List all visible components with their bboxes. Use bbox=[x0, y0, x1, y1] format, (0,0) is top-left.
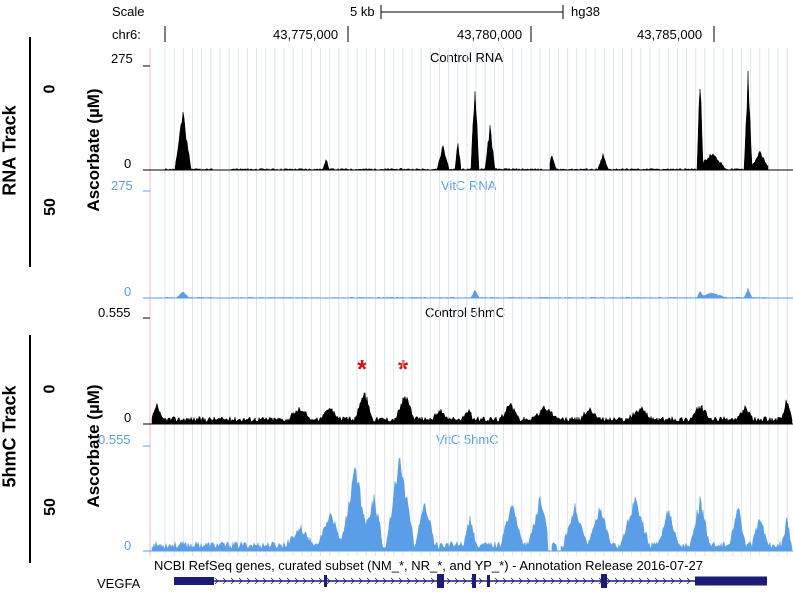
strand-chevron bbox=[214, 577, 219, 585]
strand-chevron bbox=[230, 577, 235, 585]
strand-chevron bbox=[526, 577, 531, 585]
gene-exon bbox=[487, 575, 490, 587]
strand-chevron bbox=[358, 577, 363, 585]
strand-chevron bbox=[318, 577, 323, 585]
strand-chevron bbox=[222, 577, 227, 585]
strand-chevron bbox=[662, 577, 667, 585]
ymin-control-rna: 0 bbox=[124, 156, 132, 171]
strand-chevron bbox=[294, 577, 299, 585]
strand-chevron bbox=[302, 577, 307, 585]
position-label-1: 43,775,000 bbox=[273, 27, 339, 42]
strand-chevron bbox=[478, 577, 483, 585]
gene-exon bbox=[324, 575, 327, 587]
strand-chevron bbox=[406, 577, 411, 585]
gene-name-label: VEGFA bbox=[97, 576, 141, 591]
strand-chevron bbox=[566, 577, 571, 585]
strand-chevron bbox=[286, 577, 291, 585]
gridlines bbox=[149, 48, 788, 556]
gene-exon bbox=[174, 577, 214, 585]
scale-value: 5 kb bbox=[350, 4, 375, 19]
strand-chevron bbox=[270, 577, 275, 585]
assembly-label: hg38 bbox=[571, 4, 600, 19]
strand-chevron bbox=[254, 577, 259, 585]
strand-chevron bbox=[334, 577, 339, 585]
ymin-vitc-5hmc: 0 bbox=[124, 538, 132, 553]
gene-exon bbox=[437, 574, 444, 588]
strand-chevron bbox=[614, 577, 619, 585]
strand-chevron bbox=[430, 577, 435, 585]
strand-chevron bbox=[238, 577, 243, 585]
ymax-vitc-5hmc: 0.555 bbox=[98, 432, 131, 447]
strand-chevron bbox=[422, 577, 427, 585]
strand-chevron bbox=[390, 577, 395, 585]
strand-chevron bbox=[622, 577, 627, 585]
strand-chevron bbox=[502, 577, 507, 585]
strand-chevron bbox=[630, 577, 635, 585]
peak-marker-1: * bbox=[357, 354, 368, 384]
strand-chevron bbox=[582, 577, 587, 585]
chrom-label: chr6: bbox=[112, 27, 141, 42]
strand-chevron bbox=[414, 577, 419, 585]
gene-track-title: NCBI RefSeq genes, curated subset (NM_*,… bbox=[154, 558, 703, 573]
strand-chevron bbox=[446, 577, 451, 585]
strand-chevron bbox=[670, 577, 675, 585]
control-5hmc-signal bbox=[151, 391, 793, 425]
gene-exon bbox=[695, 576, 767, 586]
gene-exon bbox=[472, 574, 476, 588]
strand-chevron bbox=[382, 577, 387, 585]
gene-model bbox=[174, 574, 767, 588]
strand-chevron bbox=[246, 577, 251, 585]
strand-chevron bbox=[278, 577, 283, 585]
ymin-control-5hmc: 0 bbox=[124, 410, 132, 425]
strand-chevron bbox=[342, 577, 347, 585]
strand-chevron bbox=[454, 577, 459, 585]
strand-chevron bbox=[398, 577, 403, 585]
strand-chevron bbox=[494, 577, 499, 585]
scale-label: Scale bbox=[112, 4, 145, 19]
position-label-3: 43,785,000 bbox=[637, 27, 703, 42]
vitc-5hmc-signal bbox=[151, 458, 793, 552]
strand-chevron bbox=[686, 577, 691, 585]
position-label-2: 43,780,000 bbox=[457, 27, 523, 42]
ymax-control-rna: 275 bbox=[111, 51, 133, 66]
strand-chevron bbox=[574, 577, 579, 585]
strand-chevron bbox=[374, 577, 379, 585]
ymax-vitc-rna: 275 bbox=[111, 178, 133, 193]
track-name-vitc-rna: VitC RNA bbox=[441, 178, 497, 193]
ymin-vitc-rna: 0 bbox=[124, 284, 132, 299]
strand-chevron bbox=[606, 577, 611, 585]
strand-chevron bbox=[678, 577, 683, 585]
strand-chevron bbox=[262, 577, 267, 585]
strand-chevron bbox=[558, 577, 563, 585]
signal-tracks bbox=[150, 70, 793, 552]
frame bbox=[29, 5, 715, 563]
strand-chevron bbox=[510, 577, 515, 585]
strand-chevron bbox=[326, 577, 331, 585]
strand-chevron bbox=[462, 577, 467, 585]
ymax-control-5hmc: 0.555 bbox=[98, 305, 131, 320]
strand-chevron bbox=[366, 577, 371, 585]
strand-chevron bbox=[590, 577, 595, 585]
strand-chevron bbox=[542, 577, 547, 585]
strand-chevron bbox=[654, 577, 659, 585]
strand-chevron bbox=[534, 577, 539, 585]
strand-chevron bbox=[310, 577, 315, 585]
strand-chevron bbox=[646, 577, 651, 585]
strand-chevron bbox=[638, 577, 643, 585]
strand-chevron bbox=[518, 577, 523, 585]
gene-exon bbox=[601, 574, 607, 588]
strand-chevron bbox=[350, 577, 355, 585]
strand-chevron bbox=[550, 577, 555, 585]
